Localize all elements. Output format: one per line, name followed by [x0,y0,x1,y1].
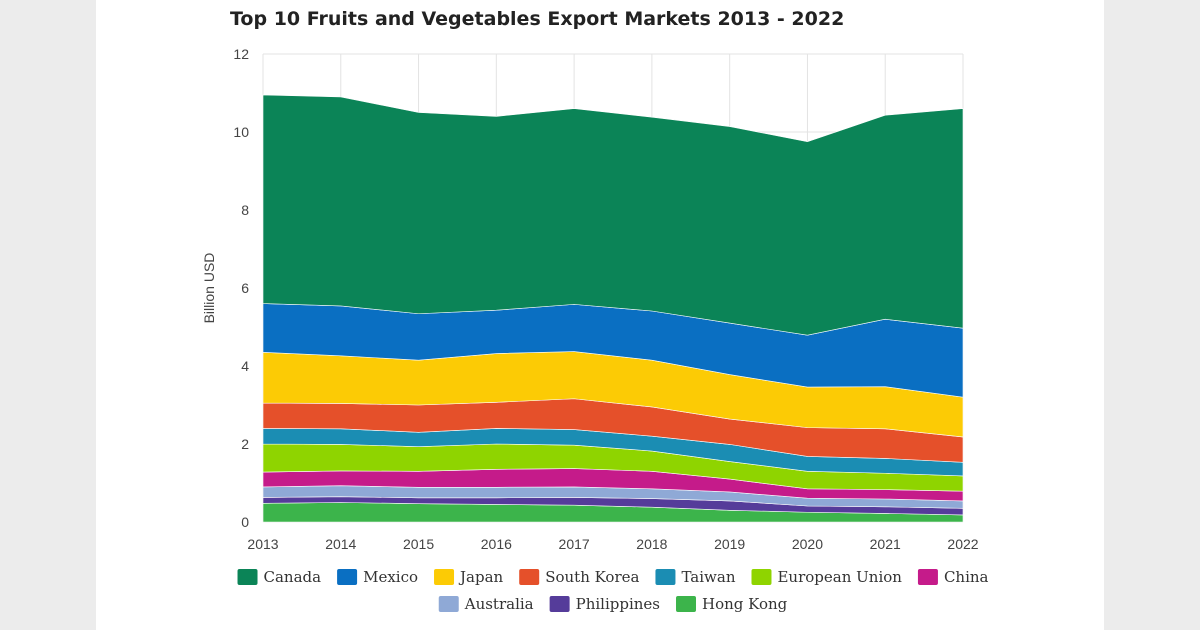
x-tick-label: 2018 [636,536,667,552]
legend-swatch [676,596,696,612]
areas [263,95,963,522]
legend-item-australia: Australia [439,595,534,613]
legend-item-canada: Canada [238,568,322,586]
y-axis-title: Billion USD [201,253,217,324]
legend-swatch [439,596,459,612]
y-tick-label: 8 [241,202,249,218]
x-tick-label: 2022 [947,536,978,552]
legend-label: South Korea [545,568,639,586]
stacked-area-chart: 0 2 4 6 8 10 12 2013 2014 2015 2016 2017 2018 2019 202… [96,0,1104,630]
y-tick-label: 6 [241,280,249,296]
legend-swatch [550,596,570,612]
legend-swatch [655,569,675,585]
area-canada [263,95,963,335]
legend-label: Hong Kong [702,595,788,613]
legend-swatch [238,569,258,585]
legend-item-european-union: European Union [751,568,902,586]
legend-item-hong-kong: Hong Kong [676,595,788,613]
legend: Canada Mexico Japan South Korea Taiwan Europe… [238,568,989,613]
x-tick-label: 2013 [247,536,278,552]
legend-swatch [519,569,539,585]
legend-label: European Union [777,568,902,586]
x-tick-label: 2016 [481,536,512,552]
legend-item-mexico: Mexico [337,568,418,586]
legend-swatch [434,569,454,585]
legend-swatch [337,569,357,585]
legend-label: Philippines [576,595,660,613]
x-tick-label: 2021 [870,536,901,552]
legend-label: China [944,568,989,586]
y-tick-label: 4 [241,358,249,374]
chart-card: Top 10 Fruits and Vegetables Export Mark… [96,0,1104,630]
x-tick-label: 2019 [714,536,745,552]
legend-label: Taiwan [681,568,735,586]
legend-item-china: China [918,568,989,586]
legend-label: Japan [458,568,504,586]
x-tick-label: 2014 [325,536,356,552]
legend-swatch [751,569,771,585]
legend-label: Canada [264,568,322,586]
legend-label: Mexico [363,568,418,586]
legend-item-south-korea: South Korea [519,568,639,586]
legend-item-japan: Japan [434,568,504,586]
x-tick-label: 2020 [792,536,823,552]
y-tick-label: 2 [241,436,249,452]
legend-label: Australia [464,595,534,613]
y-tick-label: 0 [241,514,249,530]
legend-swatch [918,569,938,585]
x-tick-label: 2017 [559,536,590,552]
legend-item-taiwan: Taiwan [655,568,735,586]
y-tick-label: 12 [233,46,249,62]
y-tick-label: 10 [233,124,249,140]
x-tick-label: 2015 [403,536,434,552]
x-axis-ticks: 2013 2014 2015 2016 2017 2018 2019 2020 2021 2022 [247,536,978,552]
legend-item-philippines: Philippines [550,595,660,613]
y-axis-ticks: 0 2 4 6 8 10 12 [233,46,249,530]
